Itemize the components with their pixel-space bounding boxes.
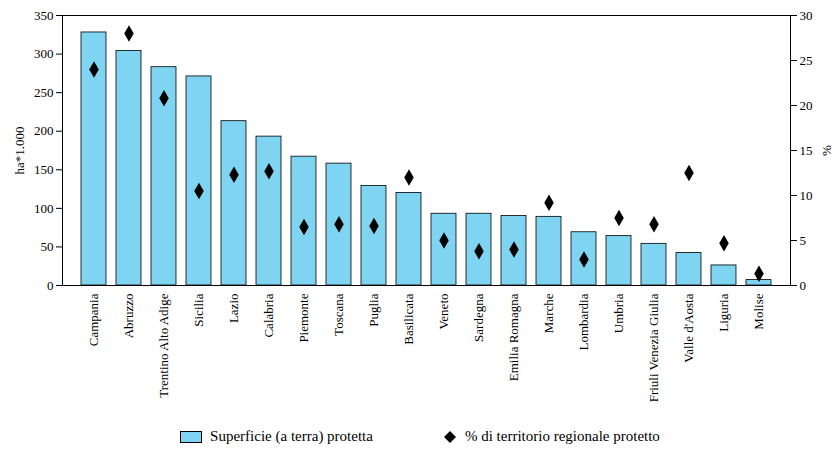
svg-text:Valle d'Aosta: Valle d'Aosta bbox=[681, 293, 696, 362]
svg-text:50: 50 bbox=[41, 239, 54, 254]
svg-text:200: 200 bbox=[34, 123, 54, 138]
svg-text:Liguria: Liguria bbox=[716, 293, 731, 331]
svg-text:Puglia: Puglia bbox=[366, 293, 381, 326]
svg-text:ha*1.000: ha*1.000 bbox=[12, 126, 27, 174]
svg-text:250: 250 bbox=[34, 85, 54, 100]
svg-text:0: 0 bbox=[800, 278, 807, 293]
svg-text:150: 150 bbox=[34, 162, 54, 177]
svg-text:Trentino Alto Adige: Trentino Alto Adige bbox=[156, 293, 171, 397]
svg-text:Calabria: Calabria bbox=[261, 293, 276, 337]
svg-text:Sardegna: Sardegna bbox=[471, 293, 486, 342]
svg-text:0: 0 bbox=[47, 278, 54, 293]
svg-text:Sicilia: Sicilia bbox=[191, 293, 206, 326]
svg-text:Veneto: Veneto bbox=[436, 294, 451, 330]
svg-text:Toscana: Toscana bbox=[331, 293, 346, 336]
svg-text:15: 15 bbox=[800, 143, 813, 158]
svg-text:Lazio: Lazio bbox=[226, 294, 241, 324]
svg-text:20: 20 bbox=[800, 98, 813, 113]
svg-text:300: 300 bbox=[34, 46, 54, 61]
svg-text:Campania: Campania bbox=[86, 293, 101, 346]
svg-text:350: 350 bbox=[34, 8, 54, 23]
svg-text:100: 100 bbox=[34, 201, 54, 216]
svg-text:Basilicata: Basilicata bbox=[401, 293, 416, 344]
svg-text:30: 30 bbox=[800, 8, 813, 23]
html-text:Superficie (a terra) protetta: Superficie (a terra) protetta bbox=[210, 428, 373, 444]
svg-text:Friuli Venezia Giulia: Friuli Venezia Giulia bbox=[646, 293, 661, 402]
svg-text:5: 5 bbox=[800, 233, 807, 248]
html-text:% di territorio regionale prot: % di territorio regionale protetto bbox=[464, 428, 660, 444]
svg-text:%: % bbox=[819, 145, 834, 156]
svg-text:Lombardia: Lombardia bbox=[576, 293, 591, 350]
svg-text:Molise: Molise bbox=[751, 293, 766, 329]
svg-text:Marche: Marche bbox=[541, 293, 556, 333]
svg-text:Abruzzo: Abruzzo bbox=[121, 294, 136, 339]
svg-text:Umbria: Umbria bbox=[611, 293, 626, 333]
svg-text:Piemonte: Piemonte bbox=[296, 293, 311, 342]
svg-text:10: 10 bbox=[800, 188, 813, 203]
svg-text:Emilia Romagna: Emilia Romagna bbox=[506, 293, 521, 381]
svg-text:25: 25 bbox=[800, 53, 813, 68]
